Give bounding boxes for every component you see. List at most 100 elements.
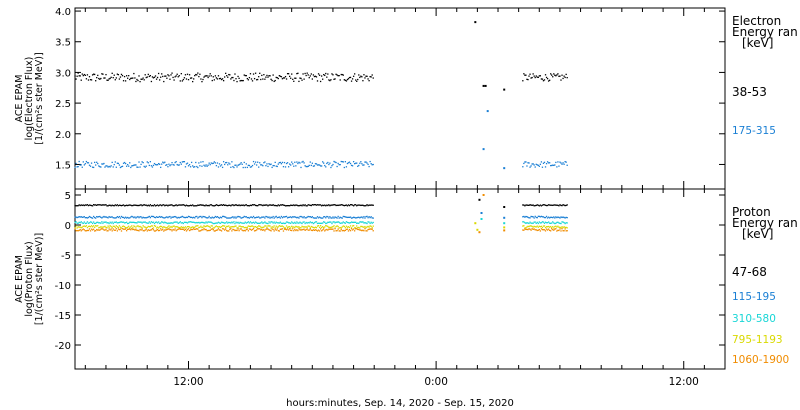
data-point bbox=[238, 230, 240, 232]
data-point bbox=[238, 204, 240, 206]
data-point bbox=[96, 161, 98, 163]
data-point bbox=[254, 221, 257, 223]
data-point bbox=[77, 216, 79, 218]
data-point bbox=[522, 80, 524, 82]
data-point bbox=[552, 228, 554, 231]
data-point bbox=[330, 226, 332, 229]
data-point bbox=[194, 221, 196, 224]
data-point bbox=[153, 230, 156, 232]
data-point bbox=[167, 226, 169, 228]
data-point bbox=[281, 161, 284, 164]
data-point bbox=[541, 204, 544, 206]
data-point bbox=[365, 222, 367, 224]
data-point bbox=[120, 230, 123, 232]
data-point bbox=[310, 216, 312, 219]
data-point bbox=[118, 164, 121, 166]
data-point bbox=[557, 216, 559, 218]
data-point bbox=[213, 79, 215, 81]
data-point bbox=[537, 215, 539, 218]
data-point bbox=[557, 225, 559, 227]
data-point bbox=[320, 205, 323, 207]
data-point bbox=[114, 226, 116, 229]
data-point bbox=[79, 226, 81, 228]
data-point bbox=[355, 227, 357, 229]
data-point bbox=[120, 205, 123, 207]
data-point bbox=[216, 204, 219, 206]
data-point bbox=[297, 229, 299, 232]
data-point bbox=[86, 204, 89, 206]
data-point bbox=[482, 148, 485, 151]
data-point bbox=[328, 226, 330, 228]
data-point bbox=[302, 217, 304, 219]
data-point bbox=[294, 161, 296, 163]
data-point bbox=[107, 166, 109, 168]
data-point bbox=[103, 215, 105, 218]
data-point bbox=[545, 215, 548, 218]
data-point bbox=[528, 75, 530, 77]
data-point bbox=[305, 217, 307, 219]
data-point bbox=[226, 204, 228, 207]
data-point bbox=[217, 166, 220, 168]
data-point bbox=[238, 216, 240, 218]
data-point bbox=[122, 225, 125, 227]
data-point bbox=[253, 222, 256, 224]
data-point bbox=[291, 225, 293, 227]
data-point bbox=[230, 228, 232, 230]
data-point bbox=[216, 229, 219, 231]
data-point bbox=[275, 225, 277, 227]
data-point bbox=[206, 217, 208, 219]
data-point bbox=[539, 163, 542, 165]
data-point bbox=[237, 75, 239, 78]
data-point bbox=[339, 79, 341, 81]
data-point bbox=[166, 204, 168, 206]
data-point bbox=[119, 226, 122, 228]
data-point bbox=[331, 228, 333, 230]
data-point bbox=[325, 225, 327, 227]
data-point bbox=[114, 204, 116, 206]
data-point bbox=[326, 162, 328, 165]
data-point bbox=[217, 75, 220, 77]
data-point bbox=[255, 229, 258, 231]
data-point bbox=[234, 229, 236, 232]
data-point bbox=[522, 225, 524, 227]
data-point bbox=[532, 222, 534, 224]
data-point bbox=[141, 78, 143, 80]
data-point bbox=[234, 204, 236, 206]
data-point bbox=[556, 230, 558, 232]
data-point bbox=[313, 217, 316, 219]
data-point bbox=[529, 217, 531, 219]
data-point bbox=[136, 166, 138, 168]
data-point bbox=[169, 229, 171, 231]
data-point bbox=[559, 204, 561, 206]
data-point bbox=[476, 228, 479, 231]
data-point bbox=[170, 204, 172, 206]
data-point bbox=[339, 216, 341, 218]
data-point bbox=[254, 72, 257, 74]
data-point bbox=[81, 216, 83, 219]
data-point bbox=[241, 226, 243, 228]
data-point bbox=[232, 76, 234, 79]
data-point bbox=[253, 226, 256, 228]
data-point bbox=[166, 216, 168, 218]
data-point bbox=[263, 222, 265, 224]
data-point bbox=[564, 222, 566, 225]
data-point bbox=[304, 72, 306, 75]
data-point bbox=[82, 225, 84, 227]
data-point bbox=[99, 222, 101, 224]
data-point bbox=[280, 204, 283, 206]
data-point bbox=[285, 229, 288, 231]
data-point bbox=[226, 75, 228, 77]
legend-entry: 115-195 bbox=[732, 291, 776, 303]
data-point bbox=[139, 166, 141, 168]
data-point bbox=[503, 206, 506, 208]
data-point bbox=[171, 204, 173, 206]
data-point bbox=[96, 215, 98, 218]
data-point bbox=[110, 222, 112, 224]
data-point bbox=[320, 165, 323, 167]
data-point bbox=[215, 204, 218, 206]
data-point bbox=[224, 225, 226, 227]
data-point bbox=[81, 204, 83, 207]
data-point bbox=[523, 229, 525, 231]
data-point bbox=[539, 204, 542, 206]
data-point bbox=[257, 228, 259, 230]
